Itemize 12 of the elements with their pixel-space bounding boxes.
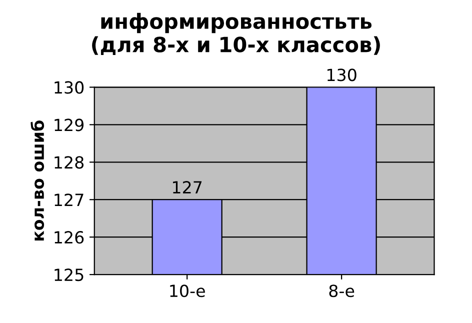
y-tick-label: 126: [54, 231, 84, 244]
y-axis-title: кол-во ошиб: [30, 120, 44, 241]
data-label: 130: [327, 68, 356, 82]
x-tick-label: 10-е: [170, 284, 205, 298]
x-tick-label: 8-е: [329, 284, 354, 298]
y-tick-label: 129: [54, 118, 84, 132]
y-tick-label: 125: [54, 268, 84, 282]
chart-title: информированностьть (для 8-х и 10-х классов): [92, 12, 380, 55]
y-tick-label: 128: [54, 156, 84, 169]
y-tick-label: 130: [54, 81, 84, 94]
y-tick-label: 127: [54, 194, 84, 206]
data-label: 127: [173, 181, 202, 194]
